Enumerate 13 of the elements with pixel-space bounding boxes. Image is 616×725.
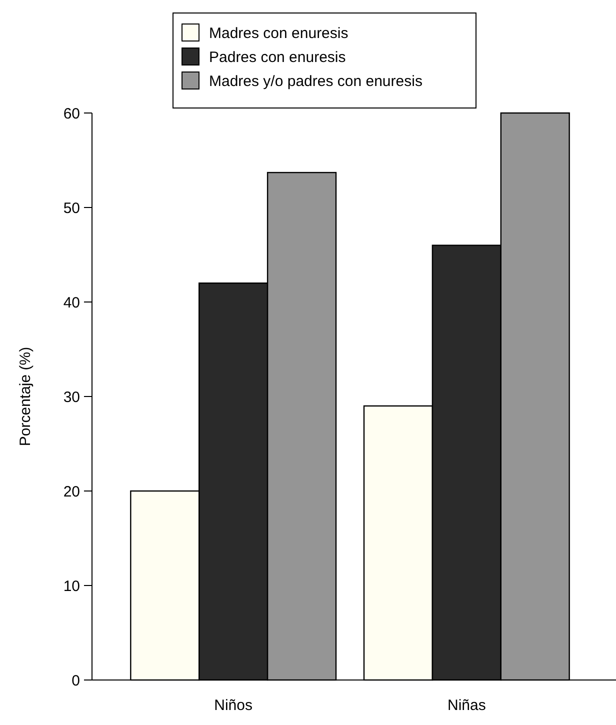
y-tick-label: 0 bbox=[72, 672, 80, 690]
y-tick-label: 30 bbox=[63, 388, 80, 406]
x-tick-label: Niñas bbox=[447, 697, 486, 714]
y-axis-title: Porcentaje (%) bbox=[17, 346, 34, 446]
y-tick-label: 50 bbox=[63, 200, 80, 217]
y-tick-label: 20 bbox=[63, 483, 80, 500]
y-tick-label: 40 bbox=[63, 294, 80, 312]
y-tick-label: 60 bbox=[63, 105, 80, 122]
legend-label: Madres con enuresis bbox=[209, 25, 348, 42]
x-tick-label: Niños bbox=[214, 697, 253, 714]
legend-label: Madres y/o padres con enuresis bbox=[209, 73, 422, 90]
y-tick-label: 10 bbox=[63, 578, 80, 595]
legend-label: Padres con enuresis bbox=[209, 49, 346, 66]
